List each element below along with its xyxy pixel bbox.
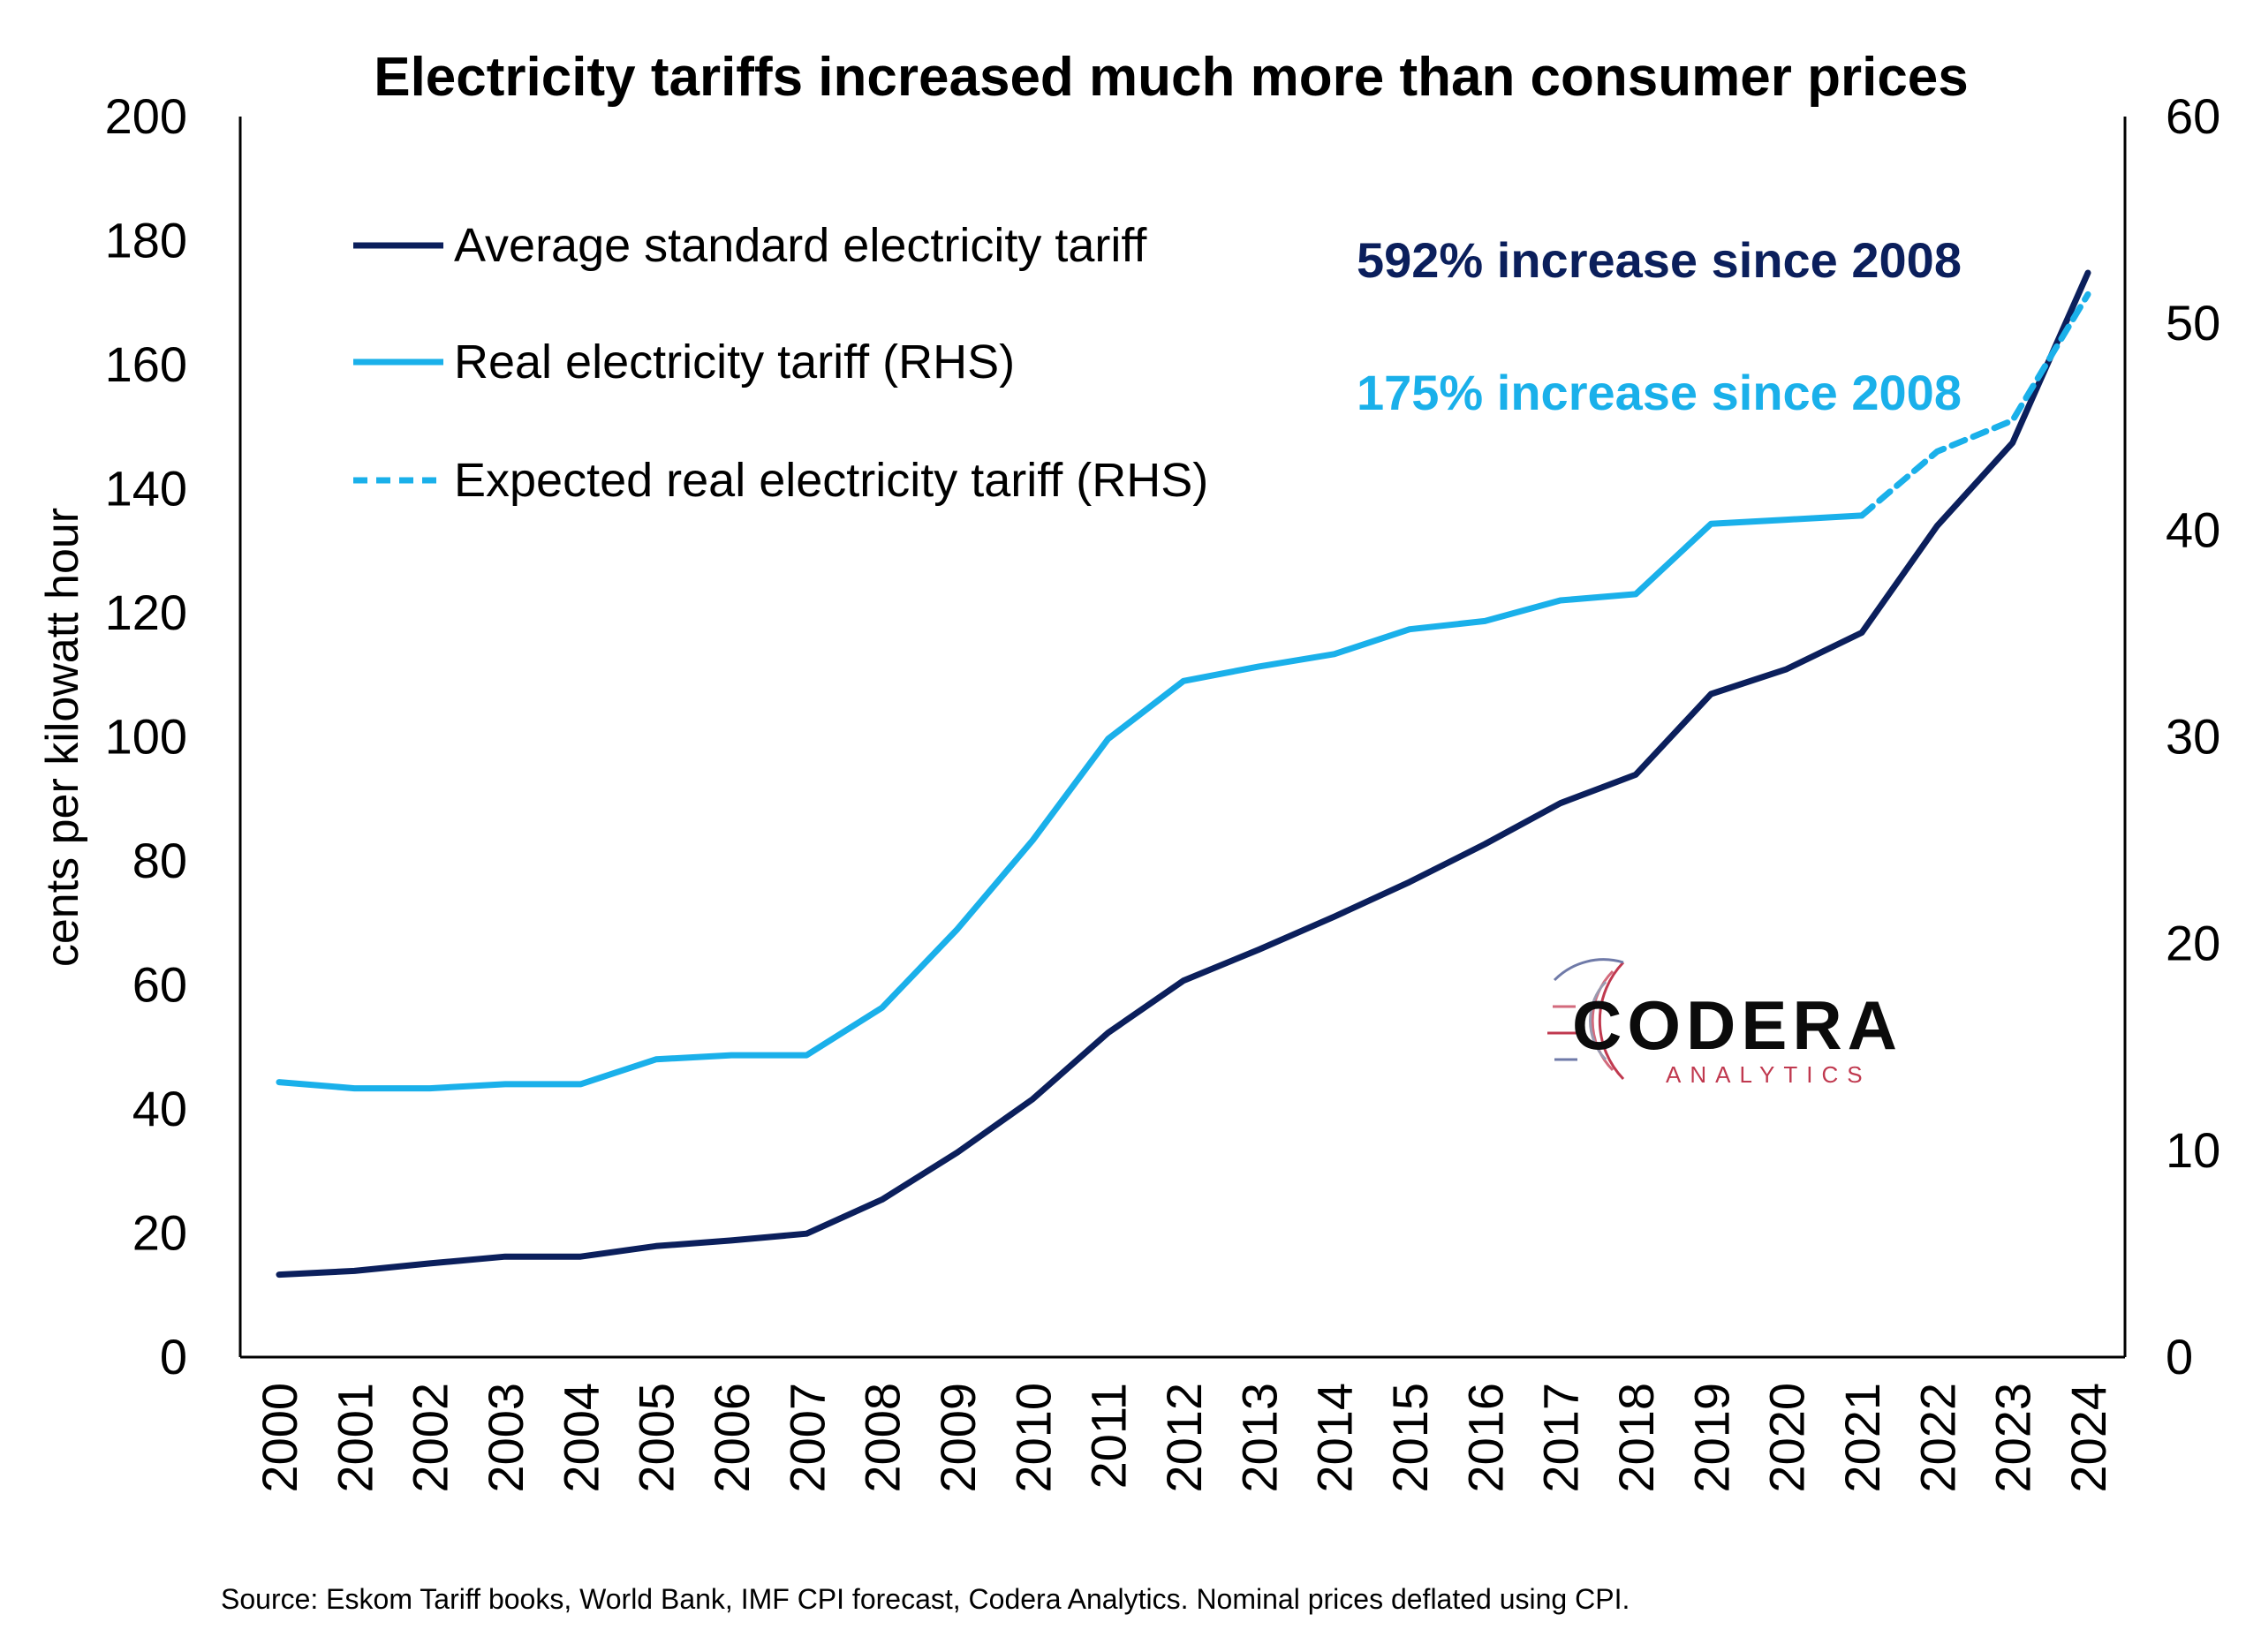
y-tick-label: 100 bbox=[105, 709, 187, 765]
x-tick-label: 2010 bbox=[1005, 1383, 1061, 1493]
logo-wordmark: CODERA bbox=[1572, 986, 1902, 1064]
legend: Average standard electricity tariff Real… bbox=[353, 219, 1208, 507]
y-tick-label: 60 bbox=[132, 957, 187, 1013]
legend-label-real-tariff: Real electricity tariff (RHS) bbox=[454, 336, 1015, 388]
plot-area bbox=[238, 117, 2127, 1359]
x-tick-label: 2015 bbox=[1382, 1383, 1438, 1493]
x-tick-label: 2008 bbox=[855, 1383, 911, 1493]
x-tick-label: 2006 bbox=[704, 1383, 760, 1493]
x-tick-label: 2009 bbox=[930, 1383, 986, 1493]
y-tick-label: 200 bbox=[105, 88, 187, 144]
y-tick-label: 0 bbox=[160, 1329, 187, 1384]
legend-label-average-tariff: Average standard electricity tariff bbox=[454, 219, 1147, 272]
y-tick-label: 20 bbox=[132, 1205, 187, 1261]
x-tick-label: 2004 bbox=[553, 1383, 609, 1493]
x-tick-label: 2016 bbox=[1457, 1383, 1513, 1493]
x-tick-label: 2014 bbox=[1307, 1383, 1363, 1493]
x-tick-label: 2011 bbox=[1081, 1383, 1137, 1489]
x-tick-label: 2007 bbox=[779, 1383, 835, 1493]
annotation-nominal-increase: 592% increase since 2008 bbox=[1357, 232, 1962, 288]
x-tick-label: 2012 bbox=[1156, 1383, 1212, 1493]
x-tick-label: 2005 bbox=[629, 1383, 684, 1493]
y2-tick-label: 30 bbox=[2166, 709, 2220, 765]
x-tick-label: 2020 bbox=[1759, 1383, 1815, 1493]
annotation-real-increase: 175% increase since 2008 bbox=[1357, 365, 1962, 420]
x-tick-label: 2013 bbox=[1231, 1383, 1287, 1493]
x-tick-label: 2000 bbox=[252, 1383, 307, 1493]
chart-title: Electricity tariffs increased much more … bbox=[374, 47, 1969, 108]
y2-tick-label: 60 bbox=[2166, 88, 2220, 144]
x-tick-label: 2024 bbox=[2061, 1383, 2116, 1493]
x-tick-label: 2023 bbox=[1985, 1383, 2041, 1493]
x-tick-label: 2021 bbox=[1834, 1383, 1890, 1493]
y-tick-label: 180 bbox=[105, 213, 187, 268]
series-line-real-tariff bbox=[276, 512, 1865, 1092]
y-tick-label: 40 bbox=[132, 1081, 187, 1136]
y-axis-ticks: 0 20 40 60 80 100 120 140 160 180 200 bbox=[105, 88, 187, 1384]
y2-tick-label: 0 bbox=[2166, 1329, 2193, 1384]
y-tick-label: 140 bbox=[105, 461, 187, 517]
y-tick-label: 160 bbox=[105, 336, 187, 392]
codera-logo: CODERA ANALYTICS bbox=[1547, 958, 1902, 1088]
x-tick-label: 2002 bbox=[403, 1383, 458, 1493]
x-tick-label: 2003 bbox=[478, 1383, 533, 1493]
y-axis-label: cents per kilowatt hour bbox=[37, 508, 88, 967]
series-line-expected-real-tariff bbox=[1858, 290, 2091, 519]
y2-tick-label: 10 bbox=[2166, 1122, 2220, 1178]
legend-label-expected-real-tariff: Expected real electricity tariff (RHS) bbox=[454, 454, 1208, 507]
x-tick-label: 2017 bbox=[1533, 1383, 1589, 1493]
x-tick-label: 2018 bbox=[1608, 1383, 1664, 1493]
x-axis-ticks: 2000 2001 2002 2003 2004 2005 2006 2007 2008 2009… bbox=[252, 1383, 2116, 1493]
series-line-average-tariff bbox=[276, 269, 2091, 1279]
y2-tick-label: 40 bbox=[2166, 502, 2220, 557]
logo-subtitle: ANALYTICS bbox=[1666, 1061, 1872, 1088]
y2-tick-label: 50 bbox=[2166, 295, 2220, 351]
source-note: Source: Eskom Tariff books, World Bank, … bbox=[221, 1583, 1630, 1615]
logo-circuit-icon bbox=[1547, 958, 1625, 1081]
x-tick-label: 2022 bbox=[1909, 1383, 1965, 1493]
x-tick-label: 2001 bbox=[327, 1383, 382, 1493]
y-tick-label: 80 bbox=[132, 833, 187, 888]
series-lines bbox=[276, 269, 2091, 1279]
y2-tick-label: 20 bbox=[2166, 916, 2220, 971]
y-tick-label: 120 bbox=[105, 585, 187, 640]
x-tick-label: 2019 bbox=[1683, 1383, 1739, 1493]
y2-axis-ticks: 0 10 20 30 40 50 60 bbox=[2166, 88, 2220, 1384]
